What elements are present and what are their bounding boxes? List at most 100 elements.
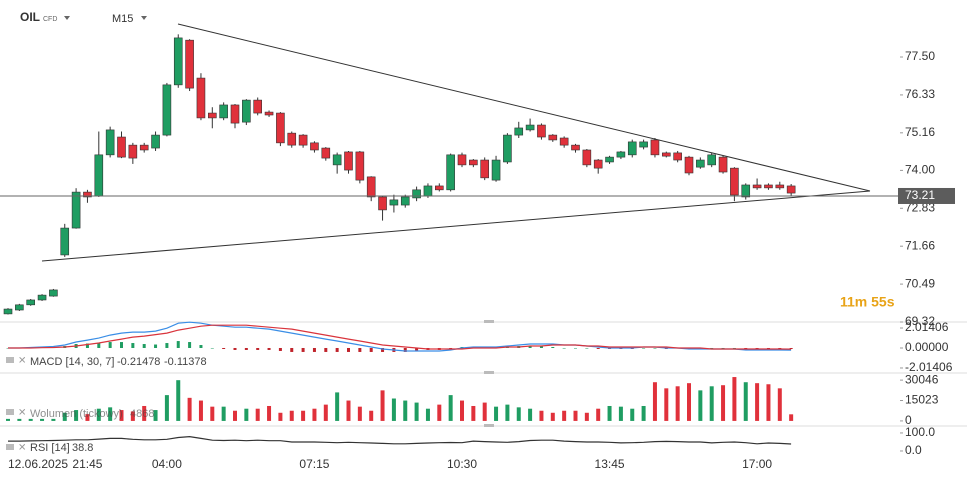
y-tick-label: 100.0 <box>905 425 935 439</box>
candle-body <box>139 144 149 151</box>
volume-bar <box>709 386 714 421</box>
volume-bar <box>6 418 10 421</box>
volume-bar <box>494 406 499 421</box>
volume-bar <box>539 410 544 421</box>
candle-body <box>389 199 399 206</box>
volume-bar <box>244 408 249 421</box>
volume-bar <box>267 405 272 421</box>
candle-body <box>117 136 126 158</box>
trend-line[interactable] <box>41 190 871 262</box>
candle-body <box>741 184 751 198</box>
macd-histogram-bar <box>381 347 385 352</box>
y-tick-label: 71.66 <box>905 238 935 252</box>
volume-bar <box>516 407 521 421</box>
candle-body <box>321 147 331 159</box>
volume-bar <box>562 410 567 421</box>
volume-bar <box>380 390 385 421</box>
y-tick-label: 15023 <box>905 393 939 407</box>
x-tick-label: 07:15 <box>299 457 329 471</box>
candle-body <box>673 152 682 161</box>
candle-body <box>525 124 535 131</box>
legend-value: -0.21478 <box>117 356 160 368</box>
volume-bar <box>96 408 101 421</box>
macd-histogram-bar <box>176 341 180 348</box>
icon[interactable] <box>6 409 14 415</box>
dropdown-arrow[interactable] <box>64 16 70 20</box>
macd-histogram-bar <box>562 347 566 349</box>
close-icon[interactable]: ✕ <box>18 356 26 367</box>
timeframe[interactable]: M15 <box>112 13 133 25</box>
y-tick-label: 74.00 <box>905 163 935 177</box>
volume-bar <box>437 404 442 421</box>
volume-bar <box>698 390 703 421</box>
candle-body <box>264 111 274 116</box>
volume-bar <box>142 405 147 421</box>
volume-bar <box>675 386 680 421</box>
icon[interactable] <box>6 444 14 450</box>
panel-handle[interactable] <box>484 371 494 374</box>
y-tick-label: 69.32 <box>905 314 935 328</box>
volume-bar <box>766 384 771 421</box>
volume-bar <box>528 408 533 421</box>
candle-body <box>764 184 773 189</box>
macd-histogram-bar <box>653 347 657 349</box>
legend-label: Wolumen (tickowy) <box>30 408 123 420</box>
volume-bar <box>369 410 374 421</box>
volume-bar <box>425 408 430 421</box>
candle-body <box>423 185 433 197</box>
panel-handle[interactable] <box>484 320 494 323</box>
legend-icons: ✕ ✕ ✕ <box>6 356 26 454</box>
rsi-line <box>8 435 792 445</box>
macd-histogram-bar <box>244 347 248 350</box>
y-tick-label: 70.49 <box>905 276 935 290</box>
candle-body <box>310 142 319 151</box>
macd-histogram-bar <box>551 347 555 348</box>
macd-histogram-bar <box>721 347 725 349</box>
volume-bar <box>85 414 90 421</box>
candle-body <box>151 134 160 149</box>
volume-bar <box>630 408 635 421</box>
macd-histogram-bar <box>358 347 362 352</box>
trend-line[interactable] <box>177 23 871 192</box>
macd-histogram-bar <box>789 347 793 349</box>
volume-bar <box>255 408 260 421</box>
macd-histogram-bar <box>120 342 123 348</box>
candle-body <box>469 159 478 166</box>
macd-histogram-bar <box>347 347 350 352</box>
candle-body <box>503 134 512 163</box>
price-tag <box>898 187 955 204</box>
macd-histogram-bar <box>165 343 169 348</box>
volume-bar <box>233 410 237 421</box>
y-tick-label: 30046 <box>905 372 939 386</box>
candle-body <box>491 159 501 181</box>
macd-histogram-bar <box>290 347 294 352</box>
volume-bar <box>198 400 203 421</box>
dropdown-arrow[interactable] <box>141 16 147 20</box>
macd-histogram-bar <box>199 345 203 348</box>
candle-body <box>684 156 694 174</box>
volume-bar <box>482 402 487 421</box>
legend-label: RSI [14] <box>30 442 70 454</box>
candle-body <box>26 299 36 306</box>
volume-bar <box>119 410 124 421</box>
candle-body <box>15 304 24 311</box>
close-icon[interactable]: ✕ <box>18 408 26 419</box>
volume-bar <box>221 406 226 421</box>
y-tick-label: 0 <box>905 413 912 427</box>
candle-body <box>480 159 490 179</box>
icon[interactable] <box>6 357 14 363</box>
volume-bar <box>584 412 589 421</box>
macd-histogram-bar <box>710 347 714 349</box>
candle-body <box>162 84 172 136</box>
instrument[interactable]: OIL <box>20 10 40 24</box>
volume-bar <box>618 406 623 421</box>
close-icon[interactable]: ✕ <box>18 443 26 454</box>
x-tick-label: 10:30 <box>447 457 477 471</box>
macd-histogram-bar <box>131 343 135 348</box>
volume-bar <box>51 418 56 421</box>
candle-body <box>49 289 58 297</box>
volume-bar <box>17 418 22 421</box>
date-label: 12.06.2025 <box>8 457 68 471</box>
panel-handle[interactable] <box>484 424 494 427</box>
